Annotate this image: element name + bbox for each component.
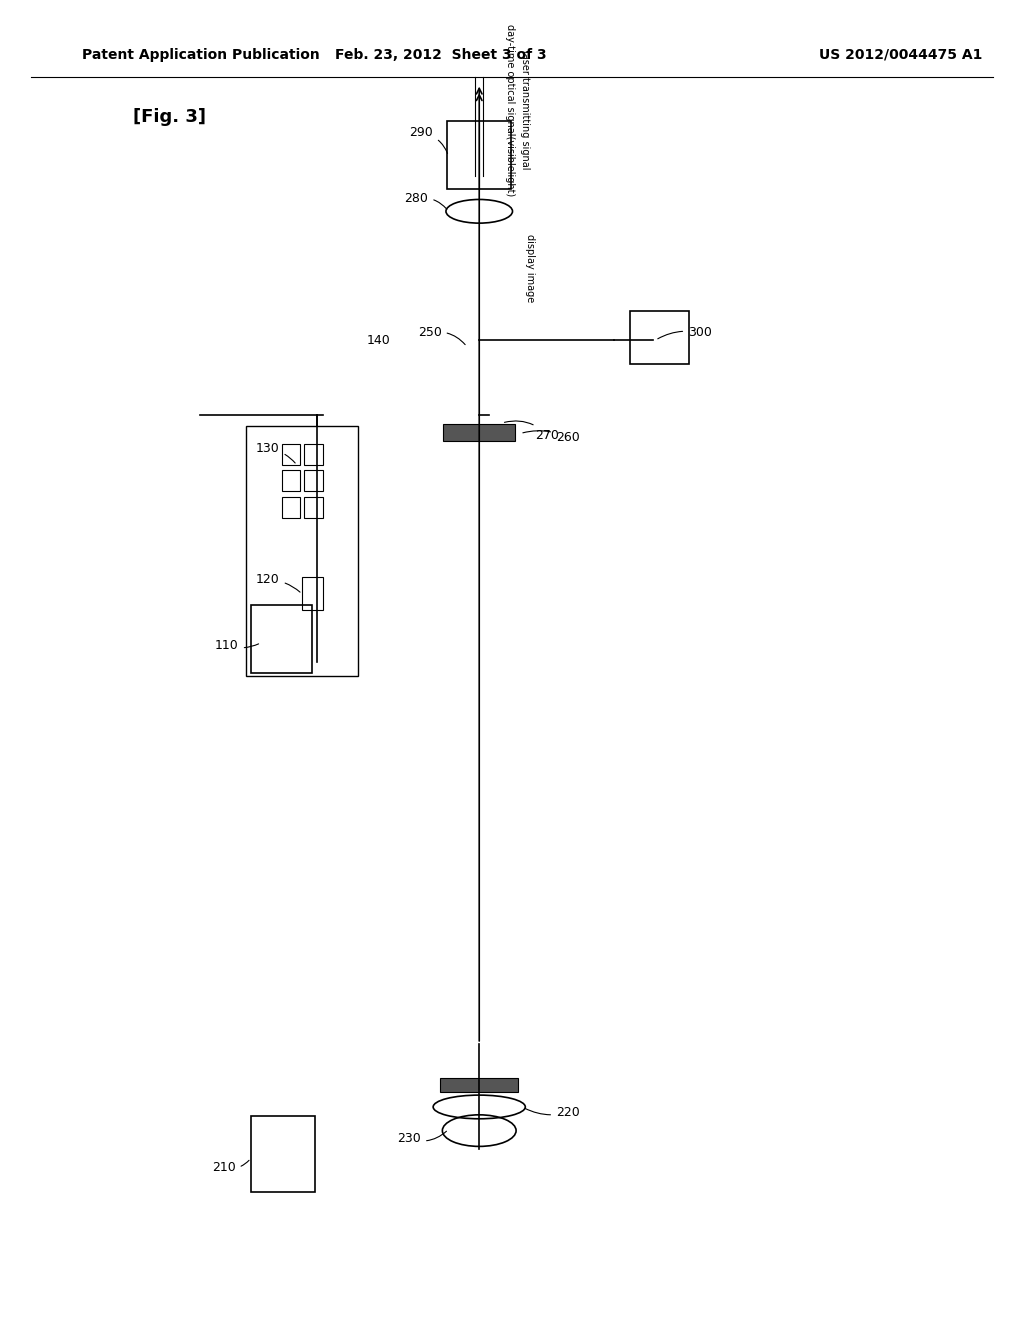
Bar: [304, 444, 323, 465]
Bar: [440, 1078, 518, 1093]
Text: 230: 230: [397, 1131, 446, 1146]
Text: laser transmitting signal: laser transmitting signal: [520, 50, 530, 170]
Bar: [443, 424, 515, 441]
Bar: [304, 496, 323, 517]
Text: [Fig. 3]: [Fig. 3]: [133, 108, 206, 125]
Text: 290: 290: [410, 127, 447, 153]
Text: 120: 120: [256, 573, 300, 593]
Text: 220: 220: [524, 1106, 580, 1119]
Text: day-time optical signal(visiblelight): day-time optical signal(visiblelight): [505, 24, 515, 197]
Bar: [304, 470, 323, 491]
Bar: [246, 425, 358, 676]
Text: US 2012/0044475 A1: US 2012/0044475 A1: [819, 48, 983, 62]
Text: 270: 270: [505, 421, 559, 442]
Text: Patent Application Publication: Patent Application Publication: [82, 48, 319, 62]
Bar: [282, 496, 300, 517]
Bar: [630, 312, 689, 364]
Bar: [251, 1117, 315, 1192]
Bar: [251, 605, 312, 673]
Text: 260: 260: [523, 430, 580, 445]
Text: 130: 130: [256, 442, 295, 463]
Bar: [282, 444, 300, 465]
Text: Feb. 23, 2012  Sheet 3 of 3: Feb. 23, 2012 Sheet 3 of 3: [335, 48, 546, 62]
Text: 300: 300: [657, 326, 712, 339]
Text: 280: 280: [404, 193, 446, 209]
Text: 250: 250: [418, 326, 465, 345]
Bar: [302, 577, 323, 610]
Text: 140: 140: [367, 334, 391, 347]
Text: 110: 110: [215, 639, 259, 652]
Text: display image: display image: [525, 234, 536, 302]
Text: 210: 210: [212, 1160, 249, 1175]
Bar: [447, 120, 511, 189]
Bar: [282, 470, 300, 491]
